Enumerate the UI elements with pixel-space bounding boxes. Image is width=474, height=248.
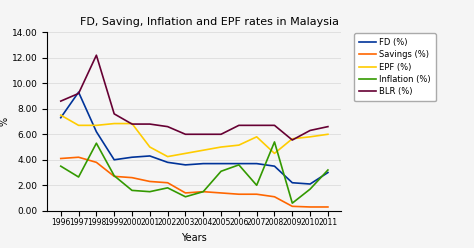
FD (%) [201,162,206,165]
BLR (%) [93,54,99,57]
BLR (%) [254,124,260,127]
BLR (%) [325,125,331,128]
Line: Savings (%): Savings (%) [61,157,328,207]
Inflation (%) [182,195,188,198]
BLR (%) [111,112,117,115]
Inflation (%) [236,163,242,166]
BLR (%) [236,124,242,127]
EPF (%) [129,122,135,125]
Inflation (%) [290,202,295,205]
EPF (%) [290,137,295,140]
Savings (%) [165,181,171,184]
EPF (%) [254,135,260,138]
FD (%) [325,171,331,174]
Inflation (%) [325,168,331,171]
Savings (%) [111,175,117,178]
EPF (%) [58,114,64,117]
EPF (%) [272,152,277,155]
FD (%) [218,162,224,165]
FD (%) [182,163,188,166]
EPF (%) [325,133,331,136]
FD (%) [236,162,242,165]
FD (%) [307,183,313,186]
Line: Inflation (%): Inflation (%) [61,142,328,203]
EPF (%) [111,122,117,125]
Inflation (%) [147,190,153,193]
EPF (%) [93,124,99,127]
Title: FD, Saving, Inflation and EPF rates in Malaysia: FD, Saving, Inflation and EPF rates in M… [80,17,338,27]
FD (%) [272,165,277,168]
BLR (%) [129,123,135,125]
Legend: FD (%), Savings (%), EPF (%), Inflation (%), BLR (%): FD (%), Savings (%), EPF (%), Inflation … [354,33,436,101]
Savings (%) [272,195,277,198]
FD (%) [76,91,82,94]
Line: EPF (%): EPF (%) [61,115,328,156]
BLR (%) [307,129,313,132]
FD (%) [290,181,295,184]
EPF (%) [236,144,242,147]
Inflation (%) [58,165,64,168]
Inflation (%) [201,190,206,193]
Inflation (%) [111,174,117,177]
FD (%) [129,156,135,159]
BLR (%) [218,133,224,136]
Savings (%) [201,190,206,193]
Inflation (%) [165,186,171,189]
X-axis label: Years: Years [182,233,207,243]
EPF (%) [182,152,188,155]
EPF (%) [76,124,82,127]
Savings (%) [325,206,331,209]
Inflation (%) [218,170,224,173]
BLR (%) [272,124,277,127]
EPF (%) [307,135,313,138]
Savings (%) [182,191,188,194]
BLR (%) [147,123,153,125]
EPF (%) [218,146,224,149]
BLR (%) [290,139,295,142]
Savings (%) [93,161,99,164]
Savings (%) [147,180,153,183]
BLR (%) [165,125,171,128]
Savings (%) [290,205,295,208]
Savings (%) [218,191,224,194]
Inflation (%) [76,176,82,179]
Savings (%) [236,193,242,196]
Savings (%) [307,206,313,209]
EPF (%) [201,149,206,152]
BLR (%) [182,133,188,136]
Line: BLR (%): BLR (%) [61,55,328,140]
Inflation (%) [129,189,135,192]
Inflation (%) [254,184,260,187]
Savings (%) [254,193,260,196]
Savings (%) [58,157,64,160]
Inflation (%) [93,142,99,145]
Savings (%) [129,176,135,179]
BLR (%) [201,133,206,136]
FD (%) [93,130,99,133]
Inflation (%) [272,140,277,143]
Line: FD (%): FD (%) [61,92,328,184]
FD (%) [165,161,171,164]
EPF (%) [165,155,171,158]
FD (%) [254,162,260,165]
BLR (%) [58,100,64,103]
BLR (%) [76,92,82,95]
Inflation (%) [307,188,313,191]
FD (%) [111,158,117,161]
FD (%) [58,116,64,119]
FD (%) [147,155,153,157]
Y-axis label: %: % [0,117,9,126]
EPF (%) [147,146,153,149]
Savings (%) [76,156,82,159]
